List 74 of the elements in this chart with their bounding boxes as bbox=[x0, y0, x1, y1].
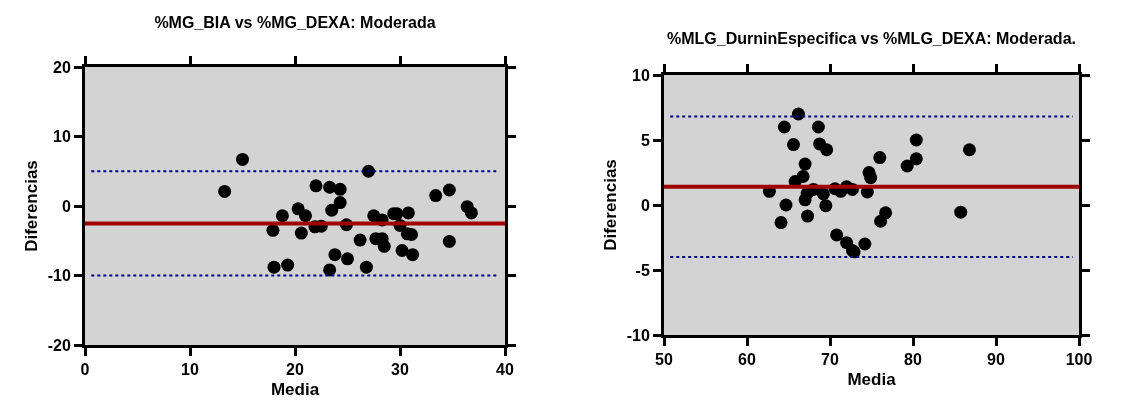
point bbox=[281, 258, 295, 272]
y-tick-label: 10 bbox=[53, 128, 71, 146]
x-tick-label: 60 bbox=[738, 351, 756, 369]
y-tick-label: -10 bbox=[626, 326, 650, 344]
point bbox=[777, 120, 791, 134]
point bbox=[429, 189, 443, 203]
point bbox=[323, 263, 337, 277]
point bbox=[333, 182, 347, 196]
point bbox=[819, 199, 833, 213]
y-tick-label: -20 bbox=[47, 336, 71, 354]
x-axis-title: Media bbox=[847, 369, 897, 389]
point bbox=[236, 152, 249, 166]
point bbox=[309, 179, 323, 193]
point bbox=[325, 203, 339, 217]
point bbox=[954, 205, 968, 219]
point bbox=[275, 209, 289, 223]
point bbox=[442, 234, 456, 248]
point bbox=[801, 209, 815, 223]
point bbox=[359, 260, 373, 274]
x-tick-label: 30 bbox=[391, 361, 409, 379]
point bbox=[406, 248, 420, 262]
x-tick-label: 80 bbox=[904, 351, 922, 369]
x-tick-label: 40 bbox=[496, 361, 514, 379]
point bbox=[395, 243, 409, 257]
point bbox=[779, 198, 793, 212]
y-tick-label: 0 bbox=[640, 196, 650, 214]
point bbox=[464, 206, 478, 220]
point bbox=[811, 120, 825, 134]
point bbox=[442, 183, 456, 197]
point bbox=[796, 169, 810, 183]
y-tick-label: 5 bbox=[640, 131, 650, 149]
point bbox=[218, 184, 232, 198]
point bbox=[377, 239, 391, 253]
point bbox=[873, 151, 887, 165]
point bbox=[774, 216, 788, 230]
point bbox=[900, 159, 914, 173]
point bbox=[294, 226, 308, 240]
point bbox=[879, 206, 893, 220]
y-tick-label: 10 bbox=[632, 66, 650, 84]
point bbox=[333, 196, 347, 210]
point bbox=[341, 252, 354, 266]
point bbox=[820, 143, 834, 157]
y-tick-label: -5 bbox=[635, 261, 650, 279]
point bbox=[830, 228, 844, 242]
x-tick-label: 0 bbox=[80, 361, 90, 379]
x-tick-label: 20 bbox=[286, 361, 304, 379]
point bbox=[858, 237, 872, 251]
point bbox=[266, 223, 280, 237]
y-tick-label: 20 bbox=[53, 58, 71, 76]
y-axis-title: Diferencias bbox=[601, 159, 621, 251]
point bbox=[267, 260, 281, 274]
point bbox=[323, 180, 337, 194]
y-axis-title: Diferencias bbox=[22, 160, 42, 252]
point bbox=[299, 209, 312, 223]
x-tick-label: 100 bbox=[1065, 351, 1093, 369]
x-tick-label: 10 bbox=[181, 361, 199, 379]
point bbox=[786, 138, 800, 152]
x-axis-title: Media bbox=[270, 379, 320, 399]
point bbox=[328, 248, 342, 262]
chart-title: %MLG_DurninEspecifica vs %MLG_DEXA: Moderada. bbox=[667, 29, 1076, 47]
x-tick-label: 50 bbox=[655, 351, 673, 369]
point bbox=[798, 157, 812, 171]
point bbox=[791, 107, 805, 121]
point bbox=[353, 233, 367, 247]
point bbox=[401, 206, 415, 220]
x-tick-label: 70 bbox=[821, 351, 839, 369]
point bbox=[962, 143, 976, 157]
point bbox=[864, 171, 878, 185]
x-tick-label: 90 bbox=[987, 351, 1005, 369]
y-tick-label: 0 bbox=[61, 197, 71, 215]
point bbox=[909, 133, 923, 147]
point bbox=[909, 152, 923, 166]
chart-title: %MG_BIA vs %MG_DEXA: Moderada bbox=[154, 13, 436, 31]
y-tick-label: -10 bbox=[47, 267, 71, 285]
